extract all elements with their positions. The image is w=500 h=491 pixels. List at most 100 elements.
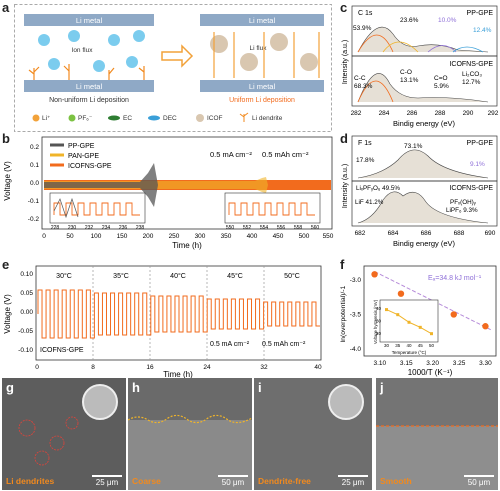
electrode-photo-g	[82, 384, 118, 420]
dendrite-icon	[28, 64, 145, 80]
c-bottom-peak: 12.7%	[462, 79, 481, 86]
f-inset-ytick: 20	[376, 331, 382, 336]
e-ytick: -0.05	[18, 328, 33, 335]
legend-dendrite: Li dendrite	[252, 115, 283, 122]
arrhenius-chart: ln(overpotential)/-1 -3.0 -3.5 -4.0 3.10 3.…	[340, 265, 497, 377]
left-bottom-label: Li metal	[76, 82, 103, 91]
left-caption: Non-uniform Li deposition	[49, 97, 129, 104]
e-cond1: 0.5 mA cm⁻²	[210, 341, 250, 348]
li-metal-top-right	[200, 14, 324, 26]
f-inset-xtick: 35	[395, 343, 401, 348]
hysteresis-point	[430, 332, 433, 336]
f-ytick: -3.5	[350, 311, 362, 318]
b-legend-pp: PP-GPE	[68, 143, 95, 150]
c-ylabel: Intensity (a.u.)	[342, 40, 349, 84]
panel-label-e: e	[2, 257, 10, 272]
b-xtick: 450	[273, 233, 284, 240]
panel-label-i: i	[258, 380, 262, 395]
b-inset-2	[224, 192, 321, 224]
d-top-peak: 17.8%	[356, 157, 375, 164]
d-bottom-peak: LiF 41.2%	[355, 199, 384, 206]
b-xtick: 100	[91, 233, 102, 240]
li-metal-bottom-left	[24, 80, 154, 92]
sem-image-h: Coarse 50 μm	[128, 378, 252, 490]
d-xtick: 690	[485, 230, 496, 237]
b-xtick: 550	[323, 233, 334, 240]
c-top-peak: 12.4%	[473, 27, 492, 34]
scale-bar-g: 25 μm	[92, 475, 122, 487]
b-xtick: 250	[169, 233, 180, 240]
b-inset1-tick: 232	[85, 225, 94, 231]
right-top-label: Li metal	[249, 16, 276, 25]
panel-label-j: j	[380, 380, 384, 395]
c-xlabel: Bindig energy (eV)	[393, 119, 456, 128]
b-xtick: 150	[117, 233, 128, 240]
f-inset-ylabel: Voltage hysteresis (mV)	[373, 299, 378, 344]
c-xtick: 282	[351, 110, 362, 117]
scale-bar-h: 50 μm	[218, 475, 248, 487]
c-top-peak: 23.6%	[400, 17, 419, 24]
d-xtick: 682	[355, 230, 366, 237]
d-xlabel: Bindig energy (eV)	[393, 239, 456, 248]
b-inset-1	[49, 192, 146, 224]
li-metal-bottom-right	[200, 80, 324, 92]
arrhenius-fit-line	[374, 271, 491, 331]
sem-label-g: Li dendrites	[6, 476, 55, 486]
b-inset2-tick: 552	[243, 225, 252, 231]
panel-label-d: d	[340, 131, 348, 146]
b-xtick: 0	[42, 233, 46, 240]
c-bottom-label: ICOFNS-GPE	[449, 61, 493, 68]
d-title: F 1s	[358, 140, 372, 147]
e-xtick: 0	[35, 364, 39, 371]
b-cond1: 0.5 mA cm⁻²	[210, 150, 252, 159]
b-xtick: 500	[299, 233, 310, 240]
d-bottom-peak: PFₓ(OH)ᵧ	[450, 199, 477, 206]
b-legend-icofns: ICOFNS-GPE	[68, 163, 112, 170]
b-xtick: 200	[143, 233, 154, 240]
c-xtick: 284	[379, 110, 390, 117]
scale-bar-i: 25 μm	[338, 475, 368, 487]
b-xtick: 400	[247, 233, 258, 240]
scale-text-j: 50 μm	[467, 478, 491, 487]
d-xtick: 688	[454, 230, 465, 237]
f-ylabel: ln(overpotential)/-1	[340, 285, 347, 342]
scale-text-i: 25 μm	[341, 478, 365, 487]
c-top-peak: 53.9%	[353, 25, 372, 32]
e-ytick: 0.00	[20, 309, 33, 316]
f-xtick: 3.15	[400, 360, 413, 367]
ion-flux-label-right: Li flux	[250, 45, 268, 52]
ion-flux-label-left: Ion flux	[72, 47, 94, 54]
legend-pf6: PF₆⁻	[78, 115, 92, 122]
b-inset1-tick: 228	[51, 225, 60, 231]
e-label: ICOFNS-GPE	[40, 347, 84, 354]
b-inset2-tick: 556	[277, 225, 286, 231]
c-bottom-peak: 5.9%	[434, 83, 449, 90]
f-xtick: 3.25	[453, 360, 466, 367]
panel-label-c: c	[340, 0, 348, 15]
arrhenius-point	[482, 323, 489, 330]
e-ytick: 0.05	[20, 290, 33, 297]
b-xtick: 300	[195, 233, 206, 240]
e-temp-label: 40°C	[170, 272, 186, 280]
f-inset-xtick: 30	[384, 343, 390, 348]
legend-ec: EC	[123, 115, 132, 122]
c1s-xps-chart: Intensity (a.u.) C 1s PP-GPE 53.9% 23.6%…	[342, 5, 499, 128]
e-temp-label: 50°C	[284, 272, 300, 280]
e-xtick: 40	[314, 364, 322, 371]
sem-image-i: Dendrite-free 25 μm	[254, 378, 372, 490]
c-bottom-peak: Li₂CO₃	[462, 71, 482, 78]
e-ylabel: Voltage (V)	[3, 294, 12, 334]
b-xlabel: Time (h)	[172, 241, 202, 250]
b-cond2: 0.5 mAh cm⁻²	[262, 150, 309, 159]
b-legend: PP-GPE PAN-GPE ICOFNS-GPE	[50, 143, 112, 170]
c-xtick: 292	[488, 110, 499, 117]
d-top-peak: 73.1%	[404, 143, 423, 150]
f-inset-xtick: 45	[418, 343, 424, 348]
d-top-label: PP-GPE	[467, 140, 494, 147]
b-legend-pan: PAN-GPE	[68, 153, 99, 160]
f-inset-ytick: 30	[376, 319, 382, 324]
e-xtick: 24	[203, 364, 211, 371]
f-xtick: 3.20	[426, 360, 439, 367]
e-xtick: 16	[146, 364, 154, 371]
